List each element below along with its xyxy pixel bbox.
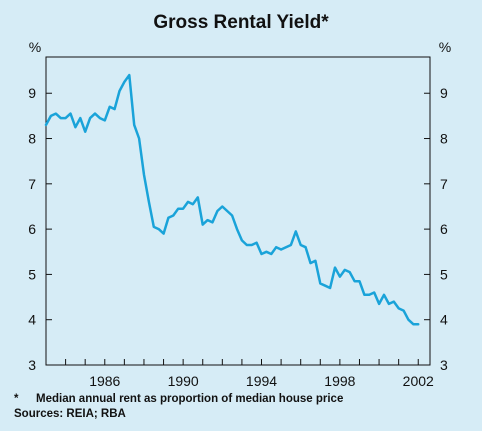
sources-note: Sources: REIA; RBA	[14, 408, 126, 420]
right-axis-unit: %	[439, 39, 451, 55]
left-axis-ticks: 3 4 5 6 7 8 9	[28, 85, 52, 373]
x-axis-ticks: 1986 1990 1994 1998 2002	[65, 359, 434, 389]
left-tick-label: 4	[28, 312, 36, 328]
x-tick-label: 1986	[89, 373, 120, 389]
left-tick-label: 3	[28, 357, 36, 373]
footnote-marker: *	[14, 393, 19, 405]
x-tick-label: 2002	[403, 373, 434, 389]
right-tick-label: 3	[440, 357, 448, 373]
left-tick-label: 5	[28, 266, 36, 282]
plot-area	[45, 56, 431, 366]
right-tick-label: 9	[440, 85, 448, 101]
right-tick-label: 8	[440, 131, 448, 147]
right-tick-label: 7	[440, 176, 448, 192]
right-axis-ticks: 3 4 5 6 7 8 9	[424, 85, 448, 373]
series-line-gross-rental-yield	[44, 73, 420, 326]
left-tick-label: 7	[28, 176, 36, 192]
right-tick-label: 4	[440, 312, 448, 328]
right-tick-label: 5	[440, 266, 448, 282]
chart-title: Gross Rental Yield*	[153, 12, 329, 33]
x-tick-label: 1990	[168, 373, 199, 389]
footnote: * Median annual rent as proportion of med…	[14, 393, 343, 405]
left-tick-label: 8	[28, 131, 36, 147]
left-tick-label: 9	[28, 85, 36, 101]
x-tick-label: 1994	[246, 373, 277, 389]
left-tick-label: 6	[28, 221, 36, 237]
footnote-text: Median annual rent as proportion of medi…	[36, 393, 344, 405]
right-tick-label: 6	[440, 221, 448, 237]
x-tick-label: 1998	[324, 373, 355, 389]
left-axis-unit: %	[29, 39, 41, 55]
